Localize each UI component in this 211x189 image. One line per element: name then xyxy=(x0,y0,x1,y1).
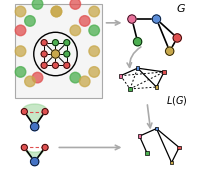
FancyBboxPatch shape xyxy=(136,66,139,70)
FancyBboxPatch shape xyxy=(170,161,173,164)
Circle shape xyxy=(51,50,60,58)
FancyBboxPatch shape xyxy=(128,87,132,91)
Circle shape xyxy=(41,51,47,57)
Circle shape xyxy=(42,144,48,150)
Circle shape xyxy=(133,38,142,46)
FancyBboxPatch shape xyxy=(15,4,102,98)
Circle shape xyxy=(70,25,81,36)
Circle shape xyxy=(166,47,174,55)
Circle shape xyxy=(41,40,47,46)
Circle shape xyxy=(42,108,48,115)
FancyBboxPatch shape xyxy=(155,85,158,89)
Circle shape xyxy=(53,40,58,46)
Circle shape xyxy=(89,46,99,57)
Circle shape xyxy=(80,76,90,87)
Circle shape xyxy=(70,72,81,83)
Circle shape xyxy=(21,144,27,150)
Circle shape xyxy=(15,67,26,77)
Circle shape xyxy=(173,34,181,42)
Text: $L(G)$: $L(G)$ xyxy=(166,94,188,107)
Polygon shape xyxy=(23,148,46,162)
Circle shape xyxy=(32,0,43,9)
Circle shape xyxy=(51,6,62,17)
Circle shape xyxy=(15,6,26,17)
Circle shape xyxy=(64,62,70,68)
FancyBboxPatch shape xyxy=(177,146,181,149)
FancyBboxPatch shape xyxy=(145,151,149,155)
Circle shape xyxy=(51,6,62,17)
Circle shape xyxy=(15,25,26,36)
Circle shape xyxy=(32,72,43,83)
FancyBboxPatch shape xyxy=(138,134,141,138)
Circle shape xyxy=(25,76,35,87)
Circle shape xyxy=(64,51,70,57)
Circle shape xyxy=(89,67,99,77)
Circle shape xyxy=(64,40,70,46)
Circle shape xyxy=(70,0,81,9)
FancyBboxPatch shape xyxy=(119,74,123,78)
Circle shape xyxy=(89,6,99,17)
Text: $G$: $G$ xyxy=(176,2,186,14)
FancyBboxPatch shape xyxy=(162,70,166,74)
Circle shape xyxy=(21,108,27,115)
Circle shape xyxy=(31,122,39,131)
FancyBboxPatch shape xyxy=(155,127,158,130)
Circle shape xyxy=(41,62,47,68)
Circle shape xyxy=(128,15,136,23)
Circle shape xyxy=(152,15,161,23)
Circle shape xyxy=(31,157,39,166)
Circle shape xyxy=(80,16,90,26)
Circle shape xyxy=(25,16,35,26)
Circle shape xyxy=(15,46,26,57)
Polygon shape xyxy=(23,104,46,127)
Circle shape xyxy=(53,62,58,68)
Circle shape xyxy=(89,25,99,36)
